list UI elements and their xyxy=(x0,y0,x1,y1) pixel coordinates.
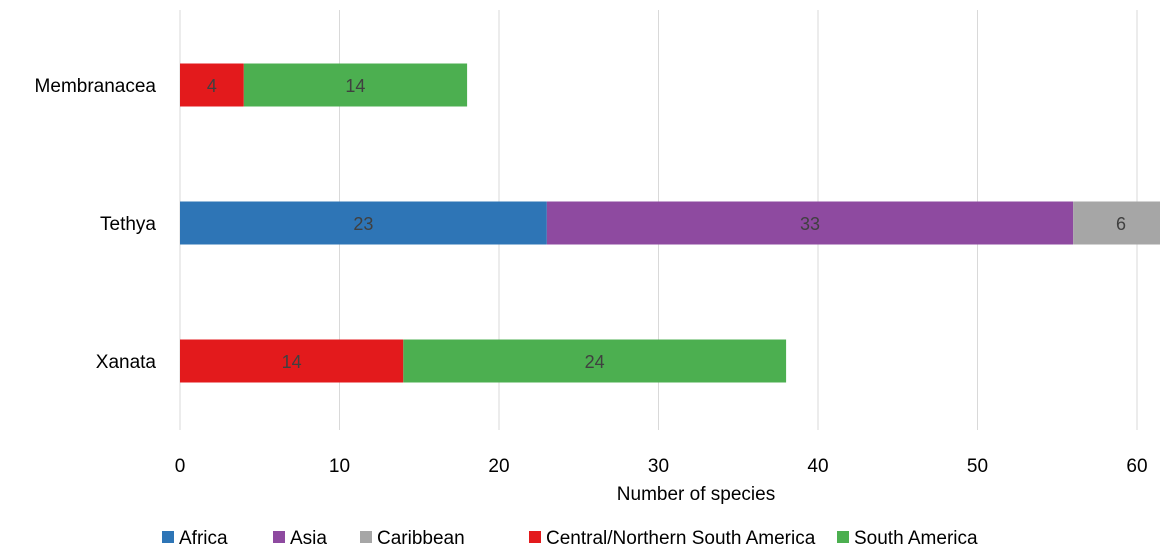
x-tick-labels: 0 10 20 30 40 50 60 xyxy=(175,456,1148,477)
category-label: Membranacea xyxy=(35,76,157,97)
category-label: Tethya xyxy=(100,214,156,235)
bar-segment xyxy=(1073,201,1160,245)
x-tick-label: 20 xyxy=(488,456,509,477)
legend-item: Africa xyxy=(162,528,228,548)
legend-label: Central/Northern South America xyxy=(546,528,816,548)
bars xyxy=(180,63,1160,383)
category-labels: Membranacea Tethya Xanata xyxy=(35,76,157,373)
legend-label: Africa xyxy=(179,528,228,548)
x-axis-title: Number of species xyxy=(617,484,775,505)
legend-swatch xyxy=(162,531,174,543)
data-label: 23 xyxy=(353,214,373,234)
x-tick-label: 30 xyxy=(648,456,669,477)
x-tick-label: 40 xyxy=(807,456,828,477)
data-labels: 4 14 23 33 6 14 24 xyxy=(207,76,1126,372)
x-tick-label: 50 xyxy=(967,456,988,477)
legend-swatch xyxy=(360,531,372,543)
bar-segment xyxy=(180,201,547,245)
legend-item: Central/Northern South America xyxy=(529,528,816,548)
legend-item: Asia xyxy=(273,528,327,548)
category-label: Xanata xyxy=(96,352,157,373)
legend-item: Caribbean xyxy=(360,528,465,548)
bar-segment xyxy=(180,339,404,383)
x-tick-label: 10 xyxy=(329,456,350,477)
legend: Africa Asia Caribbean Central/Northern Sout… xyxy=(162,528,978,548)
data-label: 6 xyxy=(1116,214,1126,234)
legend-swatch xyxy=(529,531,541,543)
legend-label: Caribbean xyxy=(377,528,465,548)
bar-segment xyxy=(180,63,244,107)
legend-label: South America xyxy=(854,528,978,548)
data-label: 4 xyxy=(207,76,217,96)
x-tick-label: 0 xyxy=(175,456,186,477)
legend-label: Asia xyxy=(290,528,327,548)
legend-item: South America xyxy=(837,528,978,548)
data-label: 14 xyxy=(282,352,302,372)
x-tick-label: 60 xyxy=(1126,456,1147,477)
bar-segment xyxy=(243,63,468,107)
legend-swatch xyxy=(273,531,285,543)
data-label: 33 xyxy=(800,214,820,234)
bar-segment xyxy=(403,339,787,383)
data-label: 24 xyxy=(585,352,605,372)
legend-swatch xyxy=(837,531,849,543)
bar-segment xyxy=(546,201,1074,245)
data-label: 14 xyxy=(345,76,365,96)
